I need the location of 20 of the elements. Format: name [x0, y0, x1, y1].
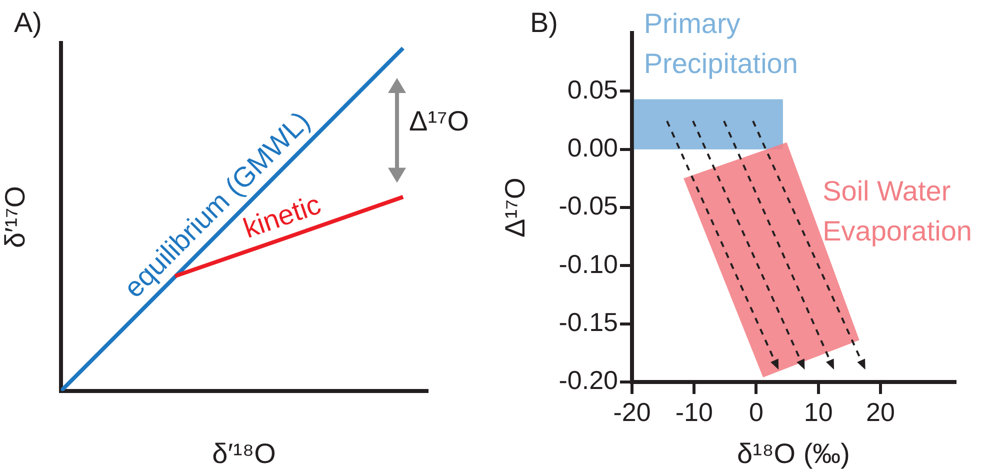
chart-title: B): [530, 7, 558, 38]
y-axis-title: Δ¹⁷O: [500, 178, 531, 238]
annotation: Soil Water Evaporation: [822, 176, 972, 247]
y-tick-label: -0.15: [558, 307, 618, 338]
y-tick-label: 0.05: [567, 74, 618, 104]
annotation: Primary Precipitation: [644, 8, 798, 80]
y-axis-title: δ′¹⁷O: [0, 186, 31, 248]
x-tick-label: 20: [866, 396, 895, 427]
x-tick-label: 0: [748, 396, 764, 427]
x-tick-label: -20: [613, 396, 651, 427]
x-tick-label: -10: [675, 396, 713, 427]
x-axis-title: δ′¹⁸O: [212, 438, 276, 469]
y-tick-label: 0.00: [567, 132, 618, 163]
y-tick-label: -0.10: [558, 248, 618, 279]
x-axis-title: δ¹⁸O (‰): [737, 438, 850, 469]
annotation: Δ¹⁷O: [409, 105, 469, 136]
y-tick-label: -0.05: [558, 190, 618, 221]
y-tick-label: -0.20: [558, 365, 618, 396]
x-tick-label: 10: [804, 396, 833, 427]
chart-title: A): [14, 7, 42, 38]
